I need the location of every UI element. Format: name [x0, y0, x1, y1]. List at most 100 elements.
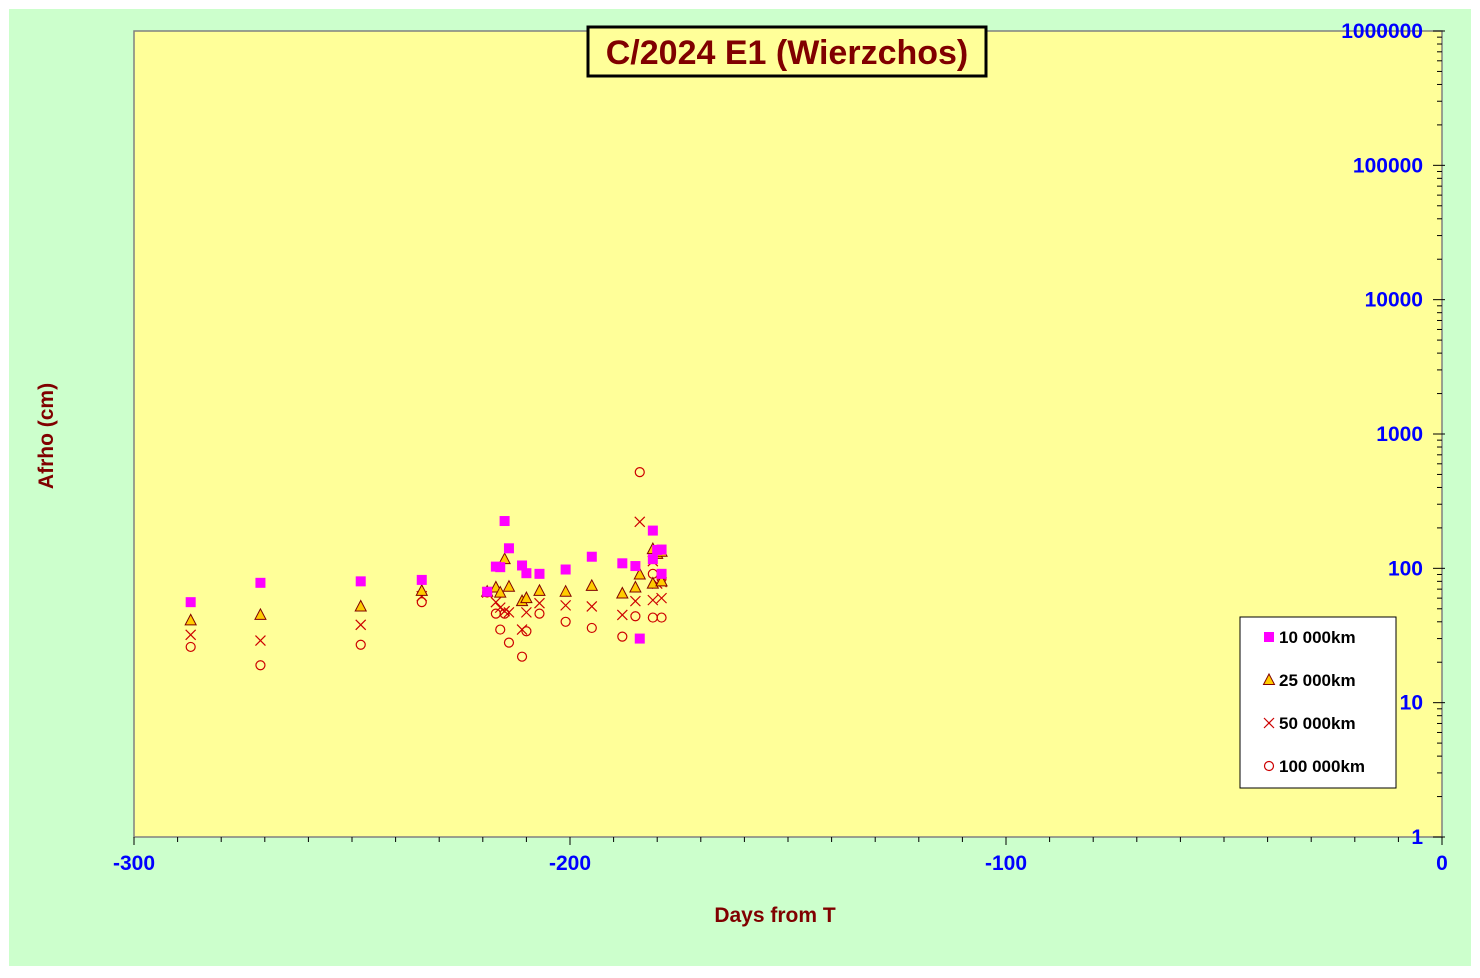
data-point-10000km [647, 554, 658, 565]
data-point-50000km [647, 594, 659, 606]
marker-stroke [560, 599, 572, 611]
y-tick-label: 100 [1388, 557, 1423, 580]
legend: 10 000km 25 000km 50 000km 100 000km [1239, 616, 1397, 789]
data-point-10000km [517, 560, 528, 571]
marker-stroke [586, 601, 598, 612]
y-tick-label: 10000 [1365, 289, 1423, 312]
data-point-10000km [495, 562, 506, 573]
data-point-50000km [656, 592, 667, 604]
marker-stroke [355, 619, 367, 631]
legend-marker [1262, 672, 1276, 685]
data-point-100000km [355, 639, 366, 650]
marker-stroke [1263, 717, 1275, 729]
marker-stroke [534, 597, 545, 609]
data-points [184, 467, 668, 671]
marker-stroke [516, 624, 528, 636]
data-point-10000km [499, 516, 510, 527]
chart-title: C/2024 E1 (Wierzchos) [606, 34, 969, 72]
data-point-10000km [634, 633, 645, 644]
marker-stroke [520, 606, 532, 618]
marker-stroke [656, 592, 667, 604]
data-point-50000km [629, 595, 641, 607]
data-point-25000km [502, 579, 516, 592]
data-point-50000km [560, 599, 572, 611]
data-point-50000km [503, 606, 515, 618]
data-point-25000km [493, 585, 507, 598]
data-point-25000km [646, 576, 660, 589]
data-point-50000km [534, 597, 545, 609]
y-axis: 1 10 100 1000 10000 100000 1000000 [1341, 20, 1445, 849]
data-point-100000km [560, 616, 571, 627]
data-point-50000km [616, 609, 628, 621]
data-point-25000km [520, 591, 533, 604]
data-point-10000km [185, 597, 196, 608]
x-tick-label: -200 [549, 852, 591, 875]
data-point-10000km [647, 525, 658, 536]
data-point-25000km [585, 578, 599, 591]
marker-stroke [185, 629, 197, 641]
data-point-100000km [255, 660, 266, 671]
data-point-25000km [655, 574, 668, 587]
data-point-25000km [254, 607, 267, 620]
marker-stroke [490, 596, 502, 608]
data-point-10000km [255, 577, 266, 588]
data-point-50000km [499, 605, 511, 617]
legend-label: 50 000km [1279, 714, 1356, 733]
data-point-10000km [656, 544, 667, 555]
chart-title-box [586, 25, 988, 78]
data-point-100000km [534, 608, 545, 619]
legend-marker [1264, 632, 1274, 642]
y-axis-label: Afrho (cm) [35, 383, 58, 489]
data-point-50000km [516, 624, 528, 636]
data-point-10000km [586, 551, 597, 562]
data-point-25000km [629, 580, 642, 593]
x-tick-label: -300 [113, 852, 155, 875]
data-point-25000km [184, 613, 198, 626]
data-point-10000km [482, 586, 493, 597]
marker-stroke [634, 516, 646, 528]
marker-stroke [616, 609, 628, 621]
data-point-25000km [633, 567, 647, 580]
legend-marker [1263, 760, 1275, 772]
data-point-100000km [630, 611, 641, 622]
marker-stroke [499, 605, 511, 617]
data-point-25000km [559, 584, 572, 597]
data-point-100000km [586, 622, 597, 634]
data-point-10000km [355, 576, 366, 587]
data-point-100000km [416, 597, 427, 608]
legend-label: 25 000km [1279, 671, 1356, 690]
data-point-100000km [495, 624, 506, 635]
data-point-100000km [656, 612, 667, 623]
x-tick-label: -100 [985, 852, 1027, 875]
data-point-25000km [354, 599, 368, 612]
x-axis: -300 -200 -100 0 [113, 837, 1448, 875]
data-point-50000km [355, 619, 367, 631]
data-point-50000km [490, 596, 502, 608]
data-point-25000km [415, 583, 429, 596]
data-point-100000km [499, 608, 510, 619]
marker-stroke [629, 595, 641, 607]
data-point-50000km [185, 629, 197, 641]
plot-area [133, 30, 1443, 838]
legend-box [1239, 616, 1397, 789]
data-point-10000km [617, 558, 628, 569]
x-axis-label: Days from T [714, 904, 836, 927]
data-point-10000km [656, 568, 667, 579]
y-tick-label: 100000 [1353, 154, 1423, 177]
data-point-10000km [503, 543, 514, 554]
data-point-100000km [617, 631, 628, 642]
legend-label: 10 000km [1279, 628, 1356, 647]
data-point-100000km [521, 626, 532, 637]
data-point-25000km [615, 586, 629, 599]
data-point-50000km [520, 606, 532, 618]
data-point-50000km [634, 516, 646, 528]
data-point-10000km [534, 568, 545, 579]
data-point-100000km [516, 651, 528, 662]
y-tick-label: 1000 [1376, 423, 1423, 446]
y-tick-label: 1 [1411, 826, 1423, 849]
marker-stroke [647, 594, 659, 606]
marker-stroke [255, 635, 266, 646]
data-point-10000km [521, 568, 532, 579]
data-point-10000km [560, 564, 571, 575]
